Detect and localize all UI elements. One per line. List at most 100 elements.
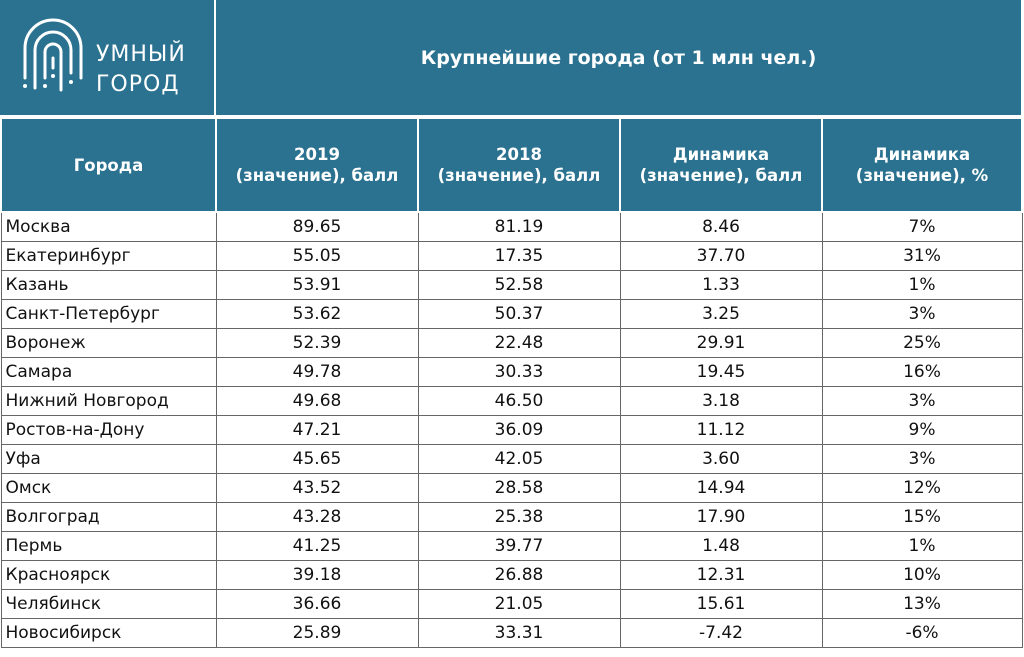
value-cell: 46.50 [417, 386, 621, 416]
city-cell: Нижний Новгород [0, 386, 217, 416]
value-cell: -6% [821, 618, 1023, 648]
value-cell: 3.18 [619, 386, 823, 416]
header-line: (значение), % [855, 166, 989, 185]
value-cell: 28.58 [417, 473, 621, 503]
value-cell: 8.46 [619, 211, 823, 242]
header: УМНЫЙ ГОРОД Крупнейшие города (от 1 млн … [0, 0, 1021, 117]
value-cell: 41.25 [215, 531, 419, 561]
value-cell: 26.88 [417, 560, 621, 590]
header-line: (значение), балл [639, 166, 803, 185]
column-header: Динамика (значение), % [821, 117, 1023, 213]
city-cell: Челябинск [0, 589, 217, 619]
table: Города 2019 (значение), балл 2018 (значение)… [0, 117, 1023, 648]
table-row: Новосибирск 25.89 33.31 -7.42 -6% [0, 618, 1023, 648]
value-cell: 55.05 [215, 241, 419, 271]
column-header: 2019 (значение), балл [215, 117, 419, 213]
value-cell: 39.18 [215, 560, 419, 590]
table-row: Омск 43.52 28.58 14.94 12% [0, 473, 1023, 503]
value-cell: 7% [821, 211, 1023, 242]
value-cell: 15% [821, 502, 1023, 532]
column-header: 2018 (значение), балл [417, 117, 621, 213]
column-header: Города [0, 117, 217, 213]
value-cell: 39.77 [417, 531, 621, 561]
value-cell: 3% [821, 444, 1023, 474]
city-cell: Новосибирск [0, 618, 217, 648]
value-cell: 42.05 [417, 444, 621, 474]
header-line: Динамика [873, 145, 971, 164]
city-cell: Ростов-на-Дону [0, 415, 217, 445]
logo: УМНЫЙ ГОРОД [0, 0, 216, 115]
table-row: Ростов-на-Дону 47.21 36.09 11.12 9% [0, 415, 1023, 445]
table-body: Москва 89.65 81.19 8.46 7% Екатеринбург 55.05 1… [0, 211, 1023, 648]
city-cell: Пермь [0, 531, 217, 561]
city-cell: Екатеринбург [0, 241, 217, 271]
value-cell: 13% [821, 589, 1023, 619]
value-cell: 89.65 [215, 211, 419, 242]
value-cell: 1.33 [619, 270, 823, 300]
value-cell: 19.45 [619, 357, 823, 387]
city-cell: Воронеж [0, 328, 217, 358]
value-cell: 1% [821, 531, 1023, 561]
value-cell: 3% [821, 299, 1023, 329]
value-cell: 3.60 [619, 444, 823, 474]
table-row: Казань 53.91 52.58 1.33 1% [0, 270, 1023, 300]
logo-text: ГОРОД [96, 72, 180, 97]
value-cell: 31% [821, 241, 1023, 271]
city-cell: Красноярск [0, 560, 217, 590]
value-cell: 53.62 [215, 299, 419, 329]
value-cell: 37.70 [619, 241, 823, 271]
value-cell: 50.37 [417, 299, 621, 329]
value-cell: 22.48 [417, 328, 621, 358]
header-line: (значение), балл [437, 166, 601, 185]
table-title: Крупнейшие города (от 1 млн чел.) [420, 46, 817, 69]
value-cell: 36.66 [215, 589, 419, 619]
table-row: Москва 89.65 81.19 8.46 7% [0, 211, 1023, 242]
value-cell: 10% [821, 560, 1023, 590]
header-line: Города [73, 155, 144, 175]
value-cell: 12.31 [619, 560, 823, 590]
value-cell: 33.31 [417, 618, 621, 648]
value-cell: 11.12 [619, 415, 823, 445]
value-cell: 1.48 [619, 531, 823, 561]
value-cell: 17.35 [417, 241, 621, 271]
value-cell: 21.05 [417, 589, 621, 619]
table-row: Самара 49.78 30.33 19.45 16% [0, 357, 1023, 387]
header-line: 2019 [294, 145, 340, 164]
table-row: Нижний Новгород 49.68 46.50 3.18 3% [0, 386, 1023, 416]
city-cell: Волгоград [0, 502, 217, 532]
table-row: Санкт-Петербург 53.62 50.37 3.25 3% [0, 299, 1023, 329]
city-cell: Омск [0, 473, 217, 503]
value-cell: 36.09 [417, 415, 621, 445]
value-cell: 45.65 [215, 444, 419, 474]
city-cell: Казань [0, 270, 217, 300]
header-line: Динамика [672, 145, 770, 164]
value-cell: 3% [821, 386, 1023, 416]
logo-text: УМНЫЙ [96, 42, 186, 67]
table-row: Волгоград 43.28 25.38 17.90 15% [0, 502, 1023, 532]
value-cell: 43.52 [215, 473, 419, 503]
value-cell: 16% [821, 357, 1023, 387]
value-cell: 49.78 [215, 357, 419, 387]
value-cell: 1% [821, 270, 1023, 300]
logo-icon [23, 18, 83, 92]
table-row: Екатеринбург 55.05 17.35 37.70 31% [0, 241, 1023, 271]
value-cell: 52.58 [417, 270, 621, 300]
header-line: (значение), балл [235, 166, 399, 185]
table-row: Челябинск 36.66 21.05 15.61 13% [0, 589, 1023, 619]
value-cell: 12% [821, 473, 1023, 503]
value-cell: 30.33 [417, 357, 621, 387]
value-cell: 49.68 [215, 386, 419, 416]
table-row: Пермь 41.25 39.77 1.48 1% [0, 531, 1023, 561]
header-row: Города 2019 (значение), балл 2018 (значение)… [0, 117, 1023, 213]
column-header: Динамика (значение), балл [619, 117, 823, 213]
value-cell: 52.39 [215, 328, 419, 358]
table-row: Красноярск 39.18 26.88 12.31 10% [0, 560, 1023, 590]
value-cell: 9% [821, 415, 1023, 445]
value-cell: 3.25 [619, 299, 823, 329]
city-cell: Самара [0, 357, 217, 387]
value-cell: 29.91 [619, 328, 823, 358]
value-cell: -7.42 [619, 618, 823, 648]
value-cell: 25.89 [215, 618, 419, 648]
value-cell: 47.21 [215, 415, 419, 445]
